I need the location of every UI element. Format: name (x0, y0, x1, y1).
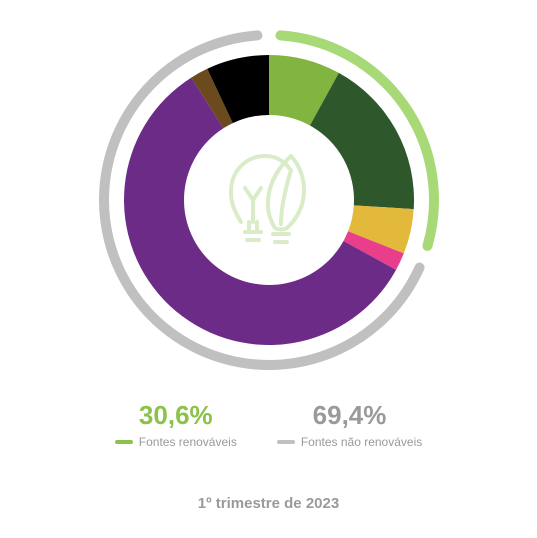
nonrenewable-swatch (277, 440, 295, 444)
lightbulb-leaf-icon (231, 156, 304, 242)
chart-container: 30,6% Fontes renováveis 69,4% Fontes não… (0, 0, 537, 538)
nonrenewable-label-row: Fontes não renováveis (277, 435, 422, 449)
renewable-label: Fontes renováveis (139, 435, 237, 449)
legend-renewable: 30,6% Fontes renováveis (115, 400, 237, 449)
renewable-swatch (115, 440, 133, 444)
legend: 30,6% Fontes renováveis 69,4% Fontes não… (0, 400, 537, 449)
nonrenewable-label: Fontes não renováveis (301, 435, 422, 449)
renewable-label-row: Fontes renováveis (115, 435, 237, 449)
donut-chart (89, 20, 449, 385)
legend-nonrenewable: 69,4% Fontes não renováveis (277, 400, 422, 449)
nonrenewable-percent: 69,4% (313, 400, 387, 431)
footer-text: 1º trimestre de 2023 (0, 495, 537, 512)
renewable-percent: 30,6% (139, 400, 213, 431)
